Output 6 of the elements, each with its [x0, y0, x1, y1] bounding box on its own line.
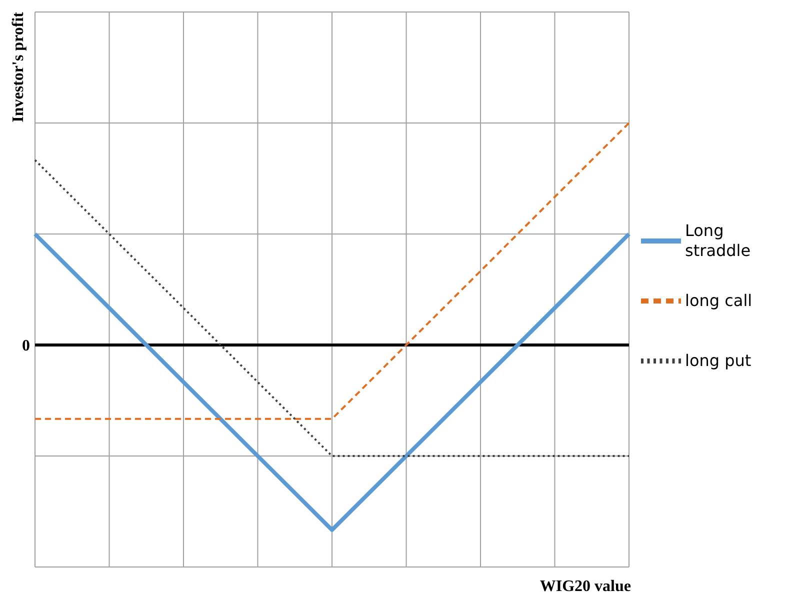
- ref-line-label: 0: [22, 338, 30, 355]
- legend-label: Long straddle: [685, 221, 752, 262]
- x-axis-title: WIG20 value: [540, 578, 631, 595]
- y-axis-title: Investor's profit: [10, 12, 28, 122]
- legend-label: long put: [685, 351, 752, 372]
- legend-label: long call: [685, 291, 754, 312]
